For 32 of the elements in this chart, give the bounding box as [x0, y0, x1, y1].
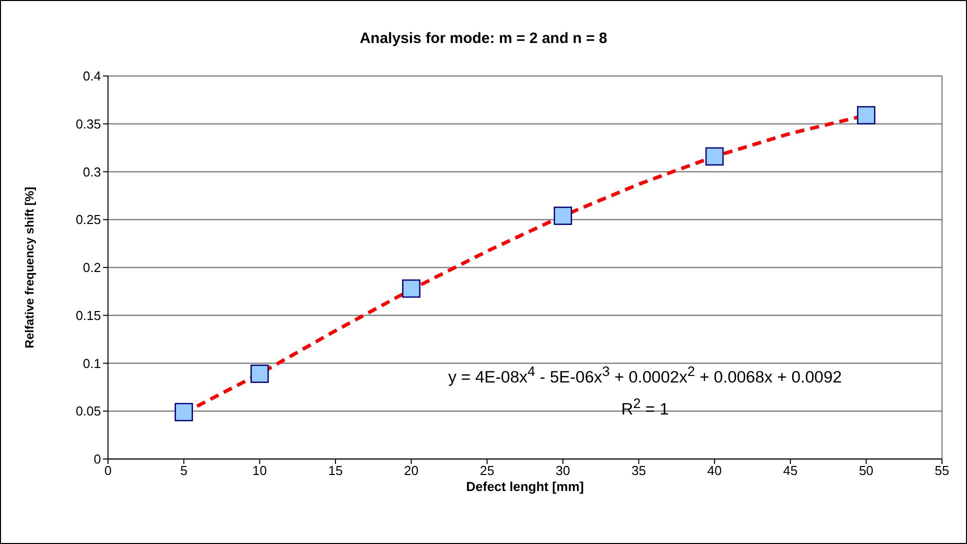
y-tick-label: 0.25 [76, 212, 101, 228]
x-tick-label: 5 [180, 463, 188, 478]
y-tick-label: 0 [94, 452, 101, 467]
y-tick-label: 0.05 [76, 404, 101, 419]
annotation: y = 4E-08x$^{4}$ - 5E-06x$^{3}$ + 0.0002x$^{2}$ + 0.0068x + 0.0092 [447, 363, 843, 388]
x-tick-label: 55 [934, 463, 950, 478]
y-tick-label: 0.35 [76, 116, 101, 132]
point [402, 279, 420, 298]
x-tick-label: 40 [707, 463, 722, 478]
y-tick-label: 0.4 [82, 68, 101, 84]
point [554, 206, 572, 225]
x-tick-label: 30 [556, 463, 570, 478]
point [857, 106, 876, 124]
y-axis-title: Relfative frequency shift [%] [22, 186, 36, 348]
y-tick-label: 0.2 [82, 260, 101, 276]
x-tick-label: 35 [631, 463, 646, 478]
chart-title: Analysis for mode: m = 2 and n = 8 [358, 30, 608, 47]
x-tick-label: 0 [104, 463, 112, 478]
point [250, 364, 269, 383]
y-tick-label: 0.15 [76, 308, 101, 323]
y-tick-label: 0.1 [82, 356, 101, 371]
x-tick-label: 50 [858, 463, 874, 478]
point [705, 147, 724, 166]
x-axis-title: Defect lenght [mm] [466, 479, 584, 494]
x-tick-label: 10 [252, 463, 267, 478]
point [174, 402, 193, 422]
x-tick-label: 45 [783, 463, 798, 478]
y-tick-label: 0.3 [82, 164, 101, 180]
x-tick-label: 20 [404, 463, 419, 478]
annotation: R$^{2}$ = 1 [620, 394, 670, 420]
x-tick-label: 15 [328, 463, 343, 478]
x-tick-label: 25 [480, 463, 494, 478]
